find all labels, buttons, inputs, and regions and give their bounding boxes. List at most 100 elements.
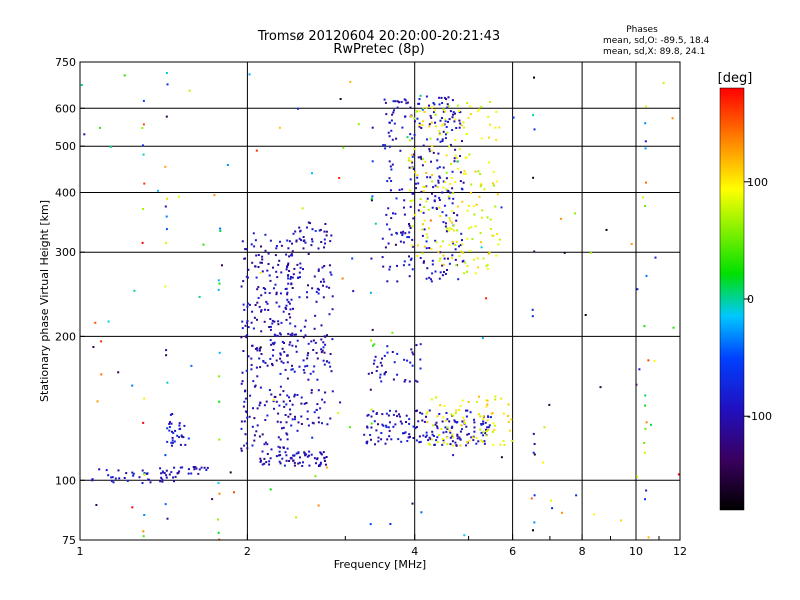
x-tick-label: 1 [77,545,84,558]
data-point [366,442,368,445]
data-point [143,472,146,475]
data-point [436,415,439,418]
data-point [390,129,393,132]
data-point [246,411,248,414]
data-point [370,199,373,202]
data-point [408,275,411,278]
data-point [428,125,431,128]
data-point [300,396,303,399]
data-point [411,245,414,248]
data-point [490,412,493,415]
data-point [243,308,246,311]
data-point [338,177,341,179]
data-point [281,340,284,343]
data-point [460,124,463,127]
data-point [308,454,310,457]
data-point [543,426,546,429]
data-point [328,313,331,316]
data-point [164,205,167,208]
colorbar [719,87,745,511]
data-point [550,499,553,502]
data-point [455,127,458,129]
data-point [389,145,391,148]
data-point [179,466,182,469]
data-point [487,426,490,429]
data-point [438,130,441,133]
data-point [290,276,292,278]
data-point [288,460,291,462]
data-point [303,452,306,455]
data-point [388,121,391,124]
data-point [260,245,262,248]
data-point [461,243,464,246]
data-point [472,205,475,208]
data-point [446,436,449,439]
data-point [329,353,332,355]
data-point [444,137,447,140]
data-point [409,178,412,181]
data-point [426,410,429,413]
data-point [264,233,267,236]
data-point [389,265,392,268]
data-point [419,358,422,361]
data-point [331,390,334,393]
data-point [430,278,432,281]
data-point [437,250,440,253]
data-point [494,395,497,398]
data-point [403,358,406,361]
data-point [300,402,303,405]
data-point [420,511,423,514]
data-point [284,451,287,454]
data-point [419,198,422,200]
data-point [317,268,320,271]
data-point [253,417,256,420]
data-point [161,480,164,483]
data-point [430,247,433,250]
data-point [370,415,373,418]
data-point [384,147,387,150]
data-point [299,262,302,265]
data-point [181,466,184,469]
data-point [645,421,648,424]
data-point [261,450,264,453]
data-point [320,351,323,354]
data-point [439,251,441,254]
data-point [320,338,323,341]
data-point [645,274,648,277]
data-point [421,228,424,231]
data-point [443,257,446,260]
data-point [289,308,292,311]
data-point [482,420,485,423]
data-point [643,442,646,444]
data-point [293,454,296,457]
data-point [261,463,264,466]
data-point [421,252,424,255]
data-point [447,190,450,192]
data-point [447,229,450,232]
data-point [173,466,176,469]
data-point [425,247,428,250]
data-point [381,413,384,416]
data-point [272,398,275,401]
data-point [290,368,293,371]
data-point [448,243,451,246]
data-point [677,473,680,476]
data-point [451,254,454,257]
data-point [559,217,562,220]
data-point [435,396,438,399]
data-point [384,144,387,147]
data-point [80,84,83,86]
data-point [492,182,495,185]
data-point [482,434,485,437]
data-point [291,344,294,347]
data-point [432,424,434,427]
data-point [497,243,500,246]
data-point [285,287,288,290]
data-point [269,318,272,320]
data-point [389,165,392,168]
data-point [168,422,171,425]
data-point [448,420,451,423]
data-point [285,403,288,406]
data-point [424,185,427,188]
data-point [410,160,413,163]
